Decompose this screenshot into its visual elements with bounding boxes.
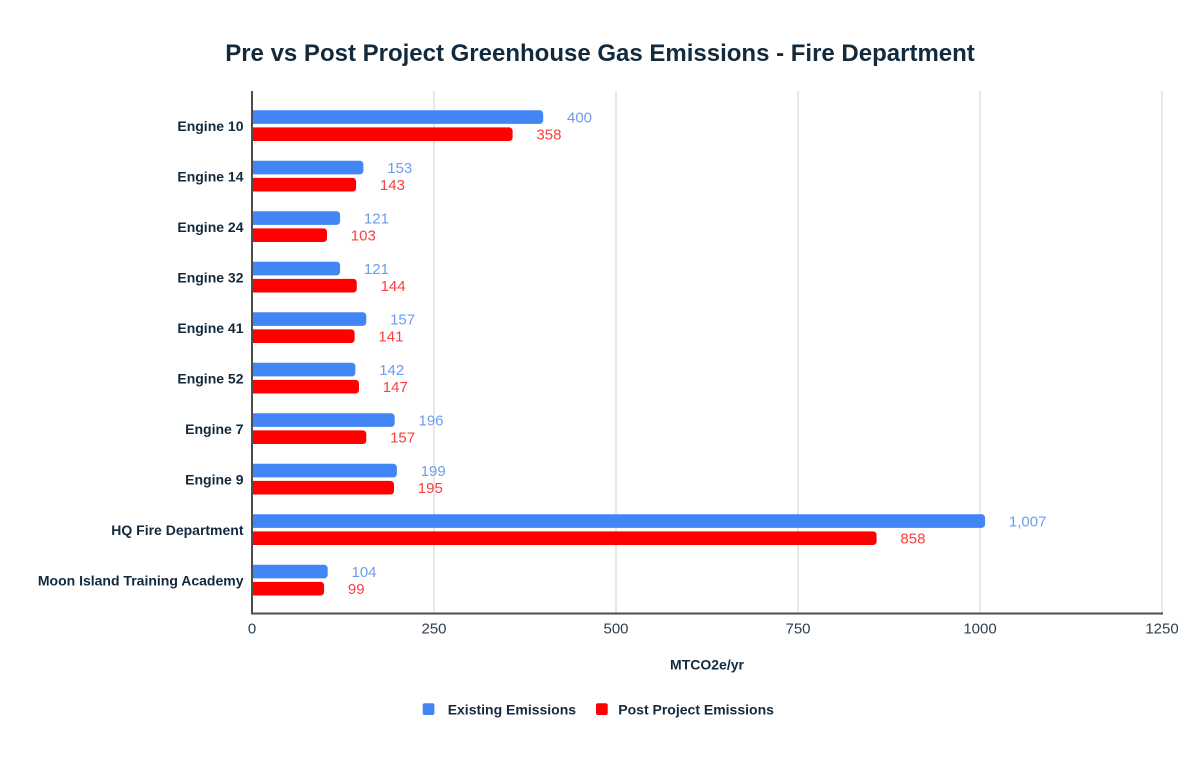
svg-text:1,007: 1,007 bbox=[1009, 514, 1047, 531]
svg-text:Moon Island Training Academy: Moon Island Training Academy bbox=[38, 572, 244, 588]
svg-text:858: 858 bbox=[900, 531, 925, 548]
svg-text:400: 400 bbox=[567, 110, 592, 127]
svg-text:1250: 1250 bbox=[1145, 621, 1178, 638]
svg-text:Engine 24: Engine 24 bbox=[177, 219, 243, 235]
svg-text:Engine 9: Engine 9 bbox=[185, 471, 244, 487]
svg-text:144: 144 bbox=[381, 278, 406, 295]
svg-text:Pre vs Post Project Greenhouse: Pre vs Post Project Greenhouse Gas Emiss… bbox=[225, 40, 975, 67]
svg-text:121: 121 bbox=[364, 261, 389, 278]
svg-text:121: 121 bbox=[364, 211, 389, 228]
svg-text:196: 196 bbox=[419, 413, 444, 430]
svg-text:104: 104 bbox=[352, 564, 377, 581]
svg-text:Engine 41: Engine 41 bbox=[177, 320, 243, 336]
svg-text:358: 358 bbox=[536, 127, 561, 144]
svg-text:195: 195 bbox=[418, 480, 443, 497]
svg-text:142: 142 bbox=[379, 362, 404, 379]
svg-text:Engine 7: Engine 7 bbox=[185, 421, 244, 437]
svg-text:500: 500 bbox=[603, 621, 628, 638]
svg-text:Existing Emissions: Existing Emissions bbox=[448, 702, 577, 718]
svg-text:153: 153 bbox=[387, 160, 412, 177]
svg-text:199: 199 bbox=[421, 463, 446, 480]
svg-text:Engine 52: Engine 52 bbox=[177, 370, 243, 386]
svg-text:157: 157 bbox=[390, 430, 415, 447]
svg-text:147: 147 bbox=[383, 379, 408, 396]
svg-text:1000: 1000 bbox=[963, 621, 996, 638]
svg-text:Post Project Emissions: Post Project Emissions bbox=[618, 702, 774, 718]
svg-text:0: 0 bbox=[248, 621, 256, 638]
svg-text:157: 157 bbox=[390, 312, 415, 329]
svg-text:Engine 14: Engine 14 bbox=[177, 168, 243, 184]
svg-text:143: 143 bbox=[380, 177, 405, 194]
svg-text:103: 103 bbox=[351, 228, 376, 245]
svg-text:Engine 10: Engine 10 bbox=[177, 118, 243, 134]
svg-text:HQ Fire Department: HQ Fire Department bbox=[111, 522, 244, 538]
svg-text:750: 750 bbox=[785, 621, 810, 638]
svg-text:MTCO2e/yr: MTCO2e/yr bbox=[670, 657, 744, 673]
svg-text:99: 99 bbox=[348, 581, 365, 598]
svg-text:141: 141 bbox=[378, 329, 403, 346]
svg-text:250: 250 bbox=[421, 621, 446, 638]
svg-text:Engine 32: Engine 32 bbox=[177, 269, 243, 285]
